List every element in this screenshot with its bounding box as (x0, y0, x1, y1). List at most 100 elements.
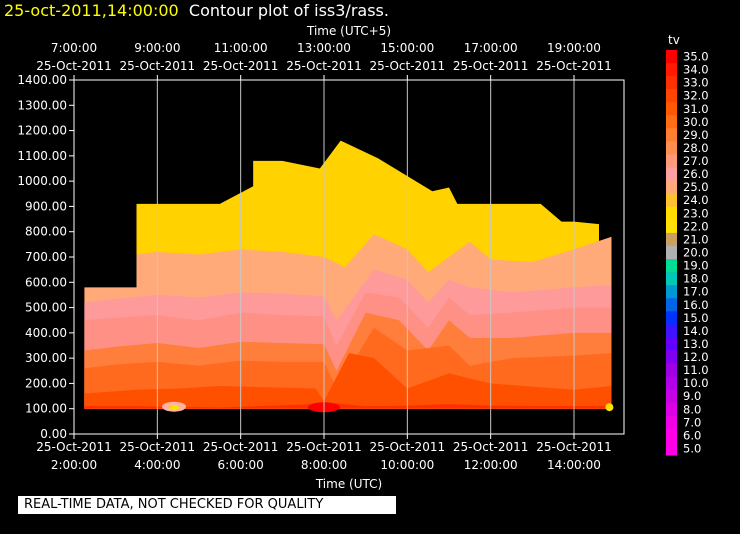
legend-label-5.0: 5.0 (683, 441, 701, 455)
x-top-date-2: 25-Oct-2011 (203, 59, 279, 73)
legend-swatch-14.0 (666, 324, 677, 338)
legend-swatch-7.0 (666, 415, 677, 430)
legend-swatch-16.0 (666, 298, 677, 312)
legend-label-16.0: 16.0 (683, 298, 709, 312)
x-bottom-time-2: 6:00:00 (218, 458, 264, 472)
y-tick-label-14: 0.00 (40, 427, 67, 441)
legend-label-15.0: 15.0 (683, 311, 709, 325)
legend-label-8.0: 8.0 (683, 402, 701, 416)
x-top-time-1: 9:00:00 (134, 41, 180, 55)
legend-swatch-28.0 (666, 141, 677, 156)
y-tick-label-2: 1200.00 (17, 124, 67, 138)
y-tick-label-11: 300.00 (25, 351, 67, 365)
legend-swatch-9.0 (666, 389, 677, 404)
legend-swatch-32.0 (666, 89, 677, 103)
legend-label-23.0: 23.0 (683, 206, 709, 220)
legend-label-11.0: 11.0 (683, 363, 709, 377)
legend-swatch-13.0 (666, 337, 677, 351)
legend-swatch-17.0 (666, 285, 677, 299)
legend-label-33.0: 33.0 (683, 76, 709, 90)
legend-title: tv (668, 33, 680, 47)
legend-swatch-12.0 (666, 350, 677, 365)
legend-label-7.0: 7.0 (683, 415, 701, 429)
legend-label-9.0: 9.0 (683, 389, 701, 403)
chart-timestamp: 25-oct-2011,14:00:00 (4, 1, 179, 20)
legend-swatch-8.0 (666, 402, 677, 417)
x-bottom-date-6: 25-Oct-2011 (536, 440, 612, 454)
x-bottom-time-5: 12:00:00 (464, 458, 518, 472)
y-tick-label-6: 800.00 (25, 225, 67, 239)
y-tick-label-9: 500.00 (25, 301, 67, 315)
legend-swatch-5.0 (666, 441, 677, 456)
legend-swatch-30.0 (666, 115, 677, 129)
x-top-time-2: 11:00:00 (214, 41, 268, 55)
chart-title-line: 25-oct-2011,14:00:00 Contour plot of iss… (4, 1, 389, 20)
y-tick-label-10: 400.00 (25, 326, 67, 340)
contour-core-warm (169, 405, 179, 411)
contour-band-30.0 (84, 353, 612, 409)
legend-label-29.0: 29.0 (683, 128, 709, 142)
legend-swatch-22.0 (666, 219, 677, 234)
x-bottom-date-5: 25-Oct-2011 (453, 440, 529, 454)
chart-title: Contour plot of iss3/rass. (188, 1, 389, 20)
y-tick-label-8: 600.00 (25, 275, 67, 289)
legend-swatch-20.0 (666, 245, 677, 260)
x-bottom-date-4: 25-Oct-2011 (370, 440, 446, 454)
x-top-date-5: 25-Oct-2011 (453, 59, 529, 73)
legend-label-13.0: 13.0 (683, 337, 709, 351)
x-top-date-1: 25-Oct-2011 (120, 59, 196, 73)
legend-swatch-35.0 (666, 50, 677, 64)
x-top-axis-label: Time (UTC+5) (306, 24, 391, 38)
legend-swatch-27.0 (666, 154, 677, 169)
legend-label-27.0: 27.0 (683, 154, 709, 168)
x-top-time-3: 13:00:00 (297, 41, 351, 55)
x-top-time-0: 7:00:00 (51, 41, 97, 55)
legend-label-17.0: 17.0 (683, 285, 709, 299)
legend-label-26.0: 26.0 (683, 167, 709, 181)
legend-swatch-15.0 (666, 311, 677, 325)
legend-swatch-25.0 (666, 180, 677, 195)
legend-label-12.0: 12.0 (683, 350, 709, 364)
legend-swatch-21.0 (666, 232, 677, 247)
y-tick-label-5: 900.00 (25, 199, 67, 213)
x-bottom-time-4: 10:00:00 (380, 458, 434, 472)
x-bottom-axis-label: Time (UTC) (315, 477, 382, 491)
x-bottom-time-6: 14:00:00 (547, 458, 601, 472)
legend-label-19.0: 19.0 (683, 259, 709, 273)
y-tick-label-0: 1400.00 (17, 73, 67, 87)
legend-label-10.0: 10.0 (683, 376, 709, 390)
legend-swatch-33.0 (666, 76, 677, 90)
x-top-time-6: 19:00:00 (547, 41, 601, 55)
legend-label-35.0: 35.0 (683, 50, 709, 64)
y-tick-label-1: 1300.00 (17, 98, 67, 112)
legend-swatch-6.0 (666, 428, 677, 443)
legend-label-18.0: 18.0 (683, 272, 709, 286)
y-tick-label-12: 200.00 (25, 376, 67, 390)
x-top-date-3: 25-Oct-2011 (286, 59, 362, 73)
legend-label-24.0: 24.0 (683, 193, 709, 207)
legend-swatch-29.0 (666, 128, 677, 142)
legend-label-6.0: 6.0 (683, 428, 701, 442)
legend-label-21.0: 21.0 (683, 232, 709, 246)
y-tick-label-4: 1000.00 (17, 174, 67, 188)
x-top-date-0: 25-Oct-2011 (36, 59, 112, 73)
x-top-time-5: 17:00:00 (464, 41, 518, 55)
x-top-date-6: 25-Oct-2011 (536, 59, 612, 73)
legend-swatch-26.0 (666, 167, 677, 182)
legend-swatch-10.0 (666, 376, 677, 391)
legend-label-30.0: 30.0 (683, 115, 709, 129)
legend-label-14.0: 14.0 (683, 324, 709, 338)
legend-swatch-18.0 (666, 272, 677, 286)
legend-swatch-31.0 (666, 102, 677, 116)
legend-label-32.0: 32.0 (683, 89, 709, 103)
legend-swatch-34.0 (666, 63, 677, 77)
x-bottom-time-1: 4:00:00 (134, 458, 180, 472)
contour-band-31.0 (84, 403, 612, 409)
legend-swatch-23.0 (666, 206, 677, 221)
legend-label-34.0: 34.0 (683, 63, 709, 77)
legend-swatch-24.0 (666, 193, 677, 208)
x-top-date-4: 25-Oct-2011 (370, 59, 446, 73)
x-bottom-date-1: 25-Oct-2011 (120, 440, 196, 454)
legend-label-20.0: 20.0 (683, 246, 709, 260)
